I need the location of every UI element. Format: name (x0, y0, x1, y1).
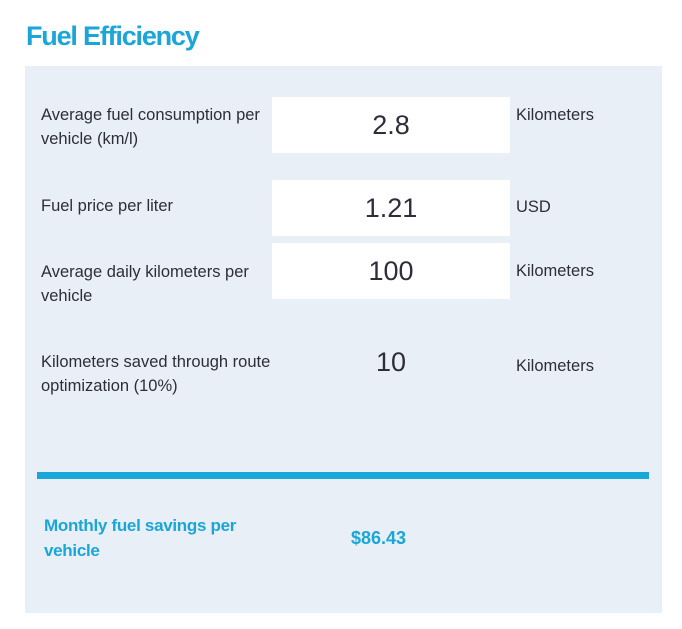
section-title: Fuel Efficiency (26, 21, 200, 51)
monthly-savings-value: $86.43 (351, 528, 407, 548)
fuel-consumption-label: Average fuel consumption per vehicle (km… (41, 106, 260, 148)
section-divider (37, 472, 649, 479)
fuel-consumption-input[interactable] (272, 97, 510, 153)
kilometers-saved-unit: Kilometers (516, 357, 594, 375)
daily-kilometers-input[interactable] (272, 243, 510, 299)
monthly-savings-label: Monthly fuel savings per vehicle (44, 516, 237, 560)
fuel-consumption-unit: Kilometers (516, 106, 594, 124)
daily-kilometers-label: Average daily kilometers per vehicle (41, 263, 249, 305)
fuel-price-unit: USD (516, 198, 551, 216)
kilometers-saved-value: 10 (375, 347, 407, 377)
daily-kilometers-unit: Kilometers (516, 262, 594, 280)
calculator-panel: Average fuel consumption per vehicle (km… (25, 66, 662, 613)
kilometers-saved-label: Kilometers saved through route optimizat… (41, 353, 271, 395)
fuel-price-input[interactable] (272, 180, 510, 236)
fuel-price-label: Fuel price per liter (41, 197, 174, 215)
